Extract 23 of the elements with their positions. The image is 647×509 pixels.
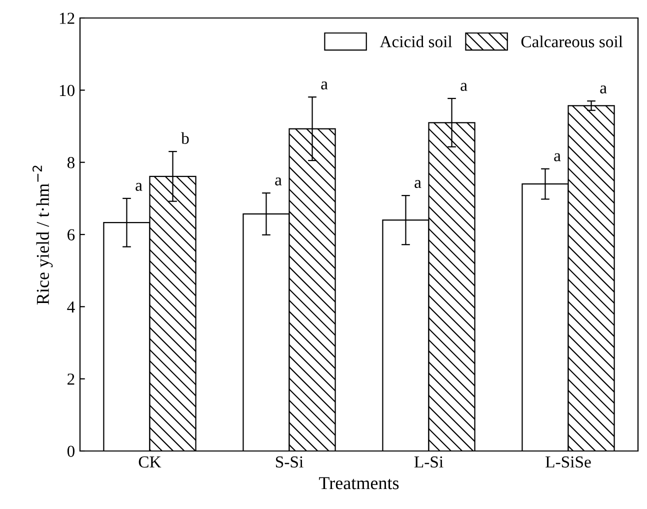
legend-label: Acicid soil [380, 36, 452, 48]
legend-label: Calcareous soil [521, 36, 623, 48]
annotation: a [600, 85, 607, 94]
annotation: b [181, 132, 189, 144]
x-tick-label: L-SiSe [546, 456, 591, 468]
annotation: a [554, 153, 561, 162]
y-tick-label: 10 [60, 84, 75, 96]
annotation: a [321, 81, 328, 90]
x-tick-label: S-Si [276, 456, 304, 468]
annotation: a [460, 82, 468, 91]
y-tick-label: 12 [60, 12, 74, 24]
y-tick-label: 2 [68, 374, 74, 385]
y-tick-label: 4 [67, 301, 75, 312]
annotation: a [414, 180, 422, 188]
y-tick-label: 0 [67, 446, 75, 457]
x-axis-title: Treatments [319, 477, 399, 490]
x-tick-label: L-Si [414, 456, 444, 468]
y-tick-label: 8 [67, 157, 75, 168]
y-tick-label: 6 [68, 229, 75, 240]
x-tick-label: CK [138, 456, 162, 468]
y-axis-title: Rice yield / t·hm$^{−2}$ [32, 166, 53, 305]
annotation: a [136, 182, 142, 191]
annotation: a [275, 177, 282, 186]
